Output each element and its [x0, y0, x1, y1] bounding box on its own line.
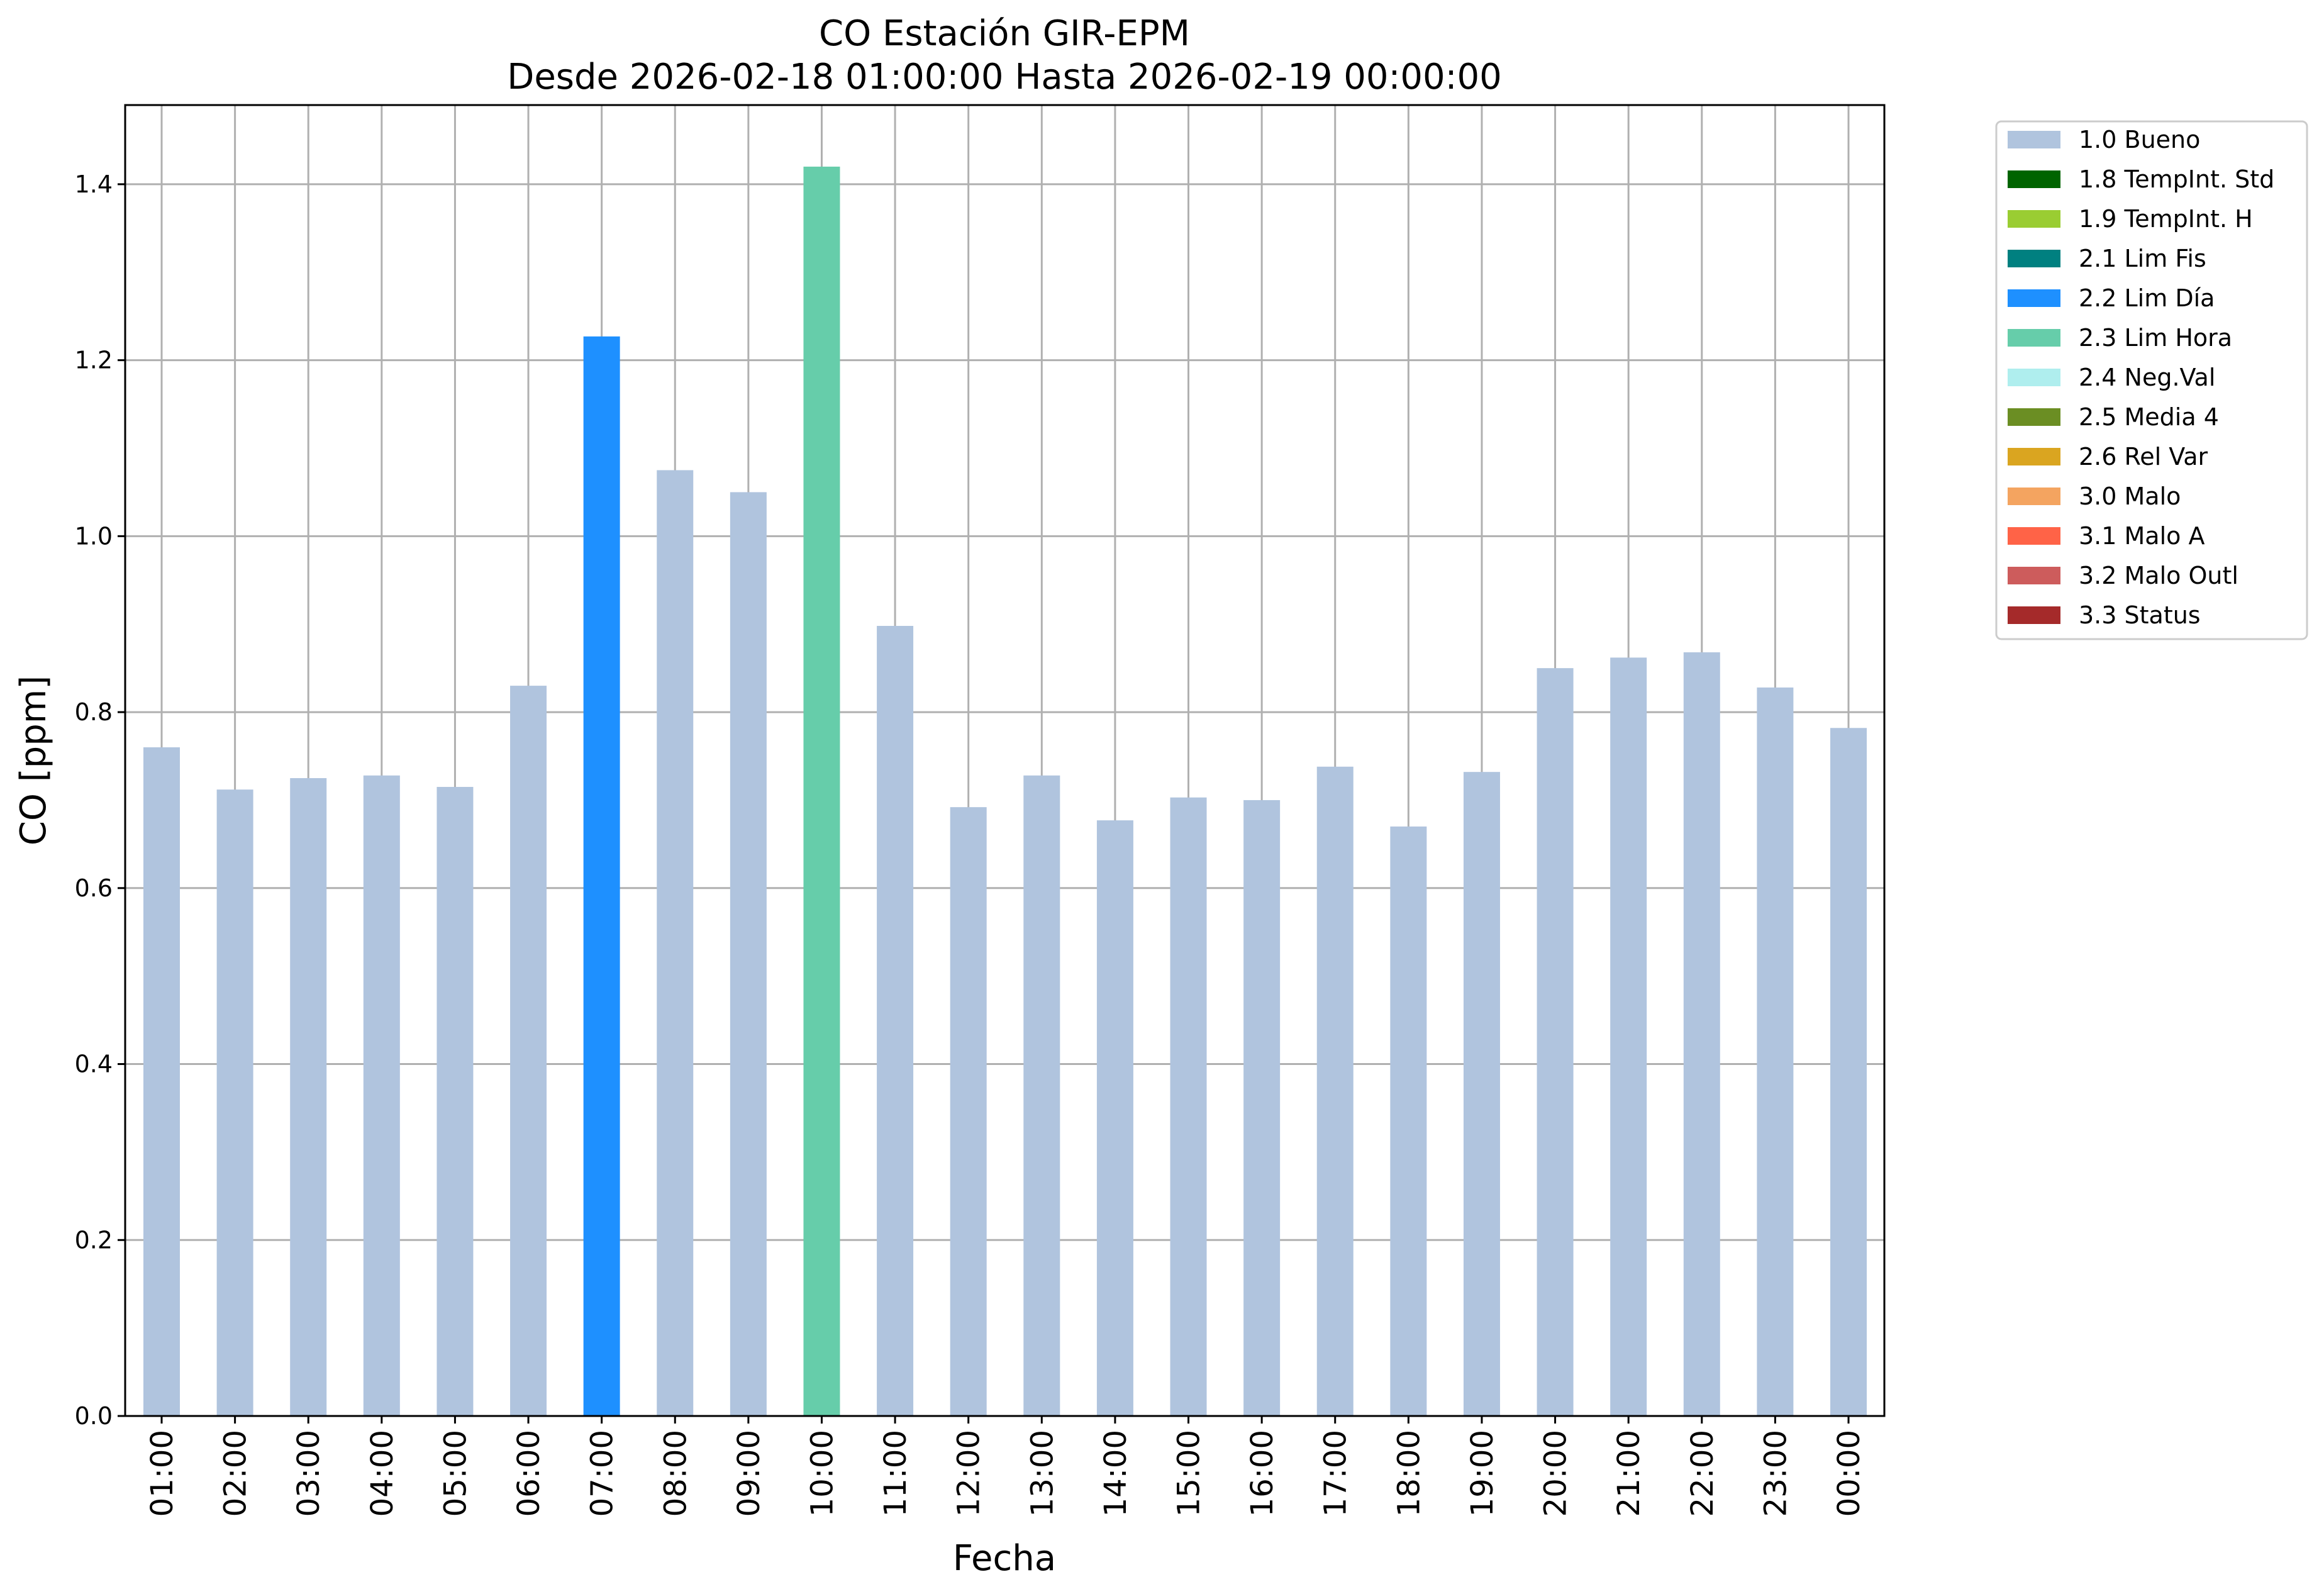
legend-swatch [2008, 369, 2060, 386]
bar [1390, 826, 1427, 1416]
x-tick-label: 06:00 [511, 1430, 547, 1517]
legend-swatch [2008, 210, 2060, 228]
bar [510, 686, 547, 1416]
legend-swatch [2008, 170, 2060, 188]
bar [583, 336, 620, 1417]
bar [730, 492, 767, 1416]
chart-subtitle: Desde 2026-02-18 01:00:00 Hasta 2026-02-… [507, 57, 1502, 98]
y-tick-label: 0.6 [75, 874, 113, 902]
bar [1537, 668, 1574, 1416]
y-axis-label: CO [ppm] [13, 676, 54, 845]
x-tick-label: 12:00 [952, 1430, 987, 1517]
y-tick-label: 0.4 [75, 1051, 113, 1078]
bar [1830, 728, 1867, 1416]
x-tick-label: 22:00 [1685, 1430, 1720, 1517]
x-axis-ticks: 01:00 02:00 03:00 04:00 05:00 06:00 07:00 08:00… [145, 1416, 1867, 1517]
bar [1683, 652, 1720, 1416]
x-tick-label: 20:00 [1538, 1430, 1574, 1517]
bar [1243, 800, 1281, 1416]
legend-frame [1995, 120, 2308, 640]
legend-swatch [2008, 131, 2060, 148]
x-tick-label: 02:00 [218, 1430, 253, 1517]
legend-swatch [2008, 527, 2060, 545]
y-axis-ticks: 0.0 0.2 0.4 0.6 0.8 1.0 1.2 1.4 [75, 170, 125, 1430]
bar [657, 470, 694, 1417]
legend-label: 2.6 Rel Var [2079, 443, 2208, 471]
x-tick-label: 04:00 [365, 1430, 400, 1517]
legend-label: 2.5 Media 4 [2079, 403, 2219, 431]
bar [290, 777, 327, 1416]
bar [1023, 775, 1060, 1416]
legend-swatch [2008, 448, 2060, 465]
x-tick-label: 03:00 [291, 1430, 326, 1517]
legend-swatch [2008, 289, 2060, 307]
x-tick-label: 16:00 [1245, 1430, 1280, 1517]
y-tick-label: 0.0 [75, 1402, 113, 1430]
x-tick-label: 00:00 [1832, 1430, 1867, 1517]
y-tick-label: 0.2 [75, 1226, 113, 1254]
x-axis-label: Fecha [953, 1538, 1056, 1579]
x-tick-label: 15:00 [1172, 1430, 1207, 1517]
bar [1096, 820, 1133, 1416]
x-tick-label: 10:00 [804, 1430, 840, 1517]
bar [436, 786, 474, 1416]
legend-swatch [2008, 488, 2060, 505]
x-tick-label: 23:00 [1758, 1430, 1793, 1517]
y-tick-label: 0.8 [75, 698, 113, 726]
legend-label: 2.4 Neg.Val [2079, 364, 2215, 391]
y-tick-label: 1.4 [75, 170, 113, 198]
legend-label: 3.3 Status [2079, 601, 2201, 629]
x-tick-label: 19:00 [1465, 1430, 1500, 1517]
legend-swatch [2008, 567, 2060, 584]
legend-swatch [2008, 329, 2060, 347]
legend-label: 1.0 Bueno [2079, 126, 2200, 153]
x-tick-label: 07:00 [585, 1430, 620, 1517]
bar [216, 789, 253, 1416]
y-tick-label: 1.2 [75, 347, 113, 374]
x-tick-label: 13:00 [1025, 1430, 1060, 1517]
legend-label: 2.1 Lim Fis [2079, 245, 2206, 272]
bar [877, 626, 914, 1416]
legend-label: 1.8 TempInt. Std [2079, 165, 2274, 193]
chart-title: CO Estación GIR-EPM [819, 13, 1190, 54]
legend: 1.0 Bueno 1.8 TempInt. Std 1.9 TempInt. H 2… [1995, 120, 2308, 640]
bar [1316, 766, 1354, 1416]
x-tick-label: 18:00 [1391, 1430, 1426, 1517]
legend-label: 1.9 TempInt. H [2079, 205, 2253, 233]
x-tick-label: 14:00 [1098, 1430, 1133, 1517]
plot-frame [124, 104, 1886, 1417]
x-tick-label: 21:00 [1611, 1430, 1647, 1517]
bar [1610, 657, 1647, 1416]
bar [1757, 687, 1794, 1416]
bars [143, 166, 1867, 1417]
x-tick-label: 09:00 [731, 1430, 767, 1517]
x-tick-label: 11:00 [878, 1430, 913, 1517]
legend-label: 3.1 Malo A [2079, 522, 2204, 550]
x-tick-label: 05:00 [438, 1430, 473, 1517]
legend-swatch [2008, 250, 2060, 267]
legend-label: 3.0 Malo [2079, 482, 2181, 510]
bar [950, 807, 987, 1416]
legend-swatch [2008, 408, 2060, 426]
bar [1170, 797, 1207, 1416]
legend-label: 2.2 Lim Día [2079, 284, 2215, 312]
y-tick-label: 1.0 [75, 522, 113, 550]
bar [803, 166, 840, 1417]
legend-label: 3.2 Malo Outl [2079, 562, 2238, 589]
bar [363, 775, 400, 1416]
x-tick-label: 17:00 [1318, 1430, 1354, 1517]
legend-swatch [2008, 606, 2060, 624]
x-tick-label: 08:00 [658, 1430, 693, 1517]
legend-label: 2.3 Lim Hora [2079, 324, 2232, 352]
bar [143, 747, 180, 1416]
bar [1463, 772, 1500, 1416]
x-tick-label: 01:00 [145, 1430, 180, 1517]
